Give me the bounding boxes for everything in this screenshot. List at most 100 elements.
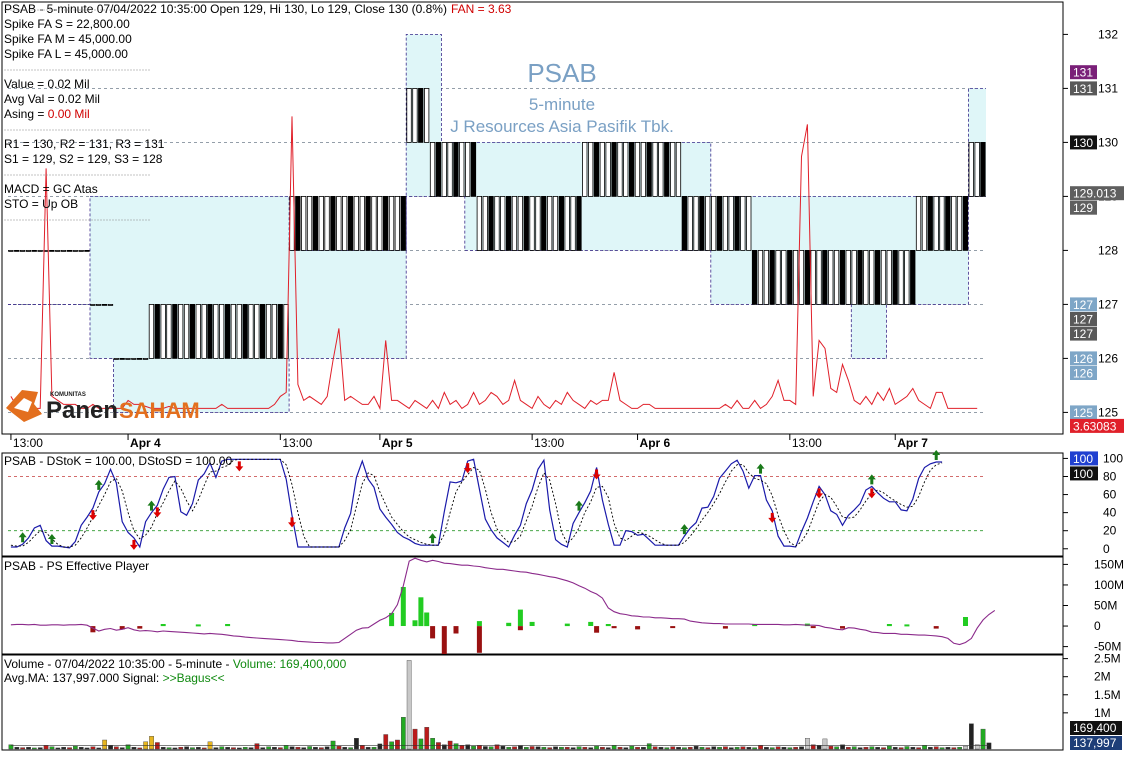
volume-bar — [160, 747, 166, 750]
price-candle — [318, 195, 324, 251]
price-candle — [716, 195, 723, 251]
sell-arrow-icon — [88, 510, 97, 521]
price-badge-bg — [1070, 135, 1097, 150]
price-candle — [757, 249, 764, 305]
leaf-icon — [6, 390, 42, 422]
price-candle — [254, 303, 260, 359]
buy-volume-bar — [476, 621, 482, 626]
sell-arrow-icon — [463, 463, 472, 474]
volume-bar — [406, 660, 412, 750]
price-candle — [699, 195, 705, 251]
volume-bar — [641, 747, 646, 750]
price-badge-bg — [1070, 65, 1097, 80]
volume-bar — [242, 747, 248, 750]
volume-bar — [465, 744, 471, 750]
price-candle — [974, 141, 980, 197]
volume-bar — [617, 747, 623, 750]
sell-volume-bar — [722, 626, 728, 629]
volume-bar — [453, 743, 459, 750]
volume-bar — [459, 745, 465, 750]
volume-bar — [190, 747, 195, 750]
volume-bar — [113, 746, 119, 750]
price-y-tick-label: 130 — [1098, 135, 1118, 149]
price-candle — [494, 195, 500, 251]
buy-volume-bar — [506, 622, 512, 627]
volume-bar — [336, 745, 342, 750]
volume-bar — [471, 745, 476, 750]
price-candle — [892, 249, 898, 305]
price-candle — [857, 249, 863, 305]
volume-bar — [195, 747, 201, 750]
price-y-tick-label: 132 — [1098, 27, 1118, 41]
volume-bar — [541, 747, 547, 750]
volume-bar — [225, 747, 231, 750]
buy-volume-bar — [904, 624, 910, 627]
price-candle — [242, 303, 248, 359]
volume-bar — [711, 746, 717, 750]
eff-y-tick-label: 50M — [1094, 599, 1117, 613]
price-candle — [588, 141, 594, 197]
volume-bar — [137, 747, 143, 750]
volume-bar — [986, 742, 992, 750]
volume-badge: 137,997 — [1073, 736, 1117, 750]
volume-bar — [424, 727, 430, 750]
volume-bar — [910, 747, 916, 750]
price-candle — [277, 303, 283, 359]
price-candle — [476, 195, 483, 251]
price-candle — [312, 195, 319, 251]
fan-line — [10, 116, 978, 411]
price-candle — [283, 303, 289, 359]
sell-volume-bar — [635, 626, 641, 630]
volume-bar — [43, 745, 49, 750]
price-candle — [915, 195, 922, 251]
price-candle — [488, 195, 494, 251]
price-candle — [828, 249, 834, 305]
price-candle — [236, 303, 242, 359]
price-candle — [787, 249, 793, 305]
volume-bar — [272, 747, 277, 750]
volume-bar — [881, 747, 886, 750]
volume-bar — [377, 743, 383, 750]
price-candle — [505, 195, 512, 251]
price-candle — [529, 195, 535, 251]
buy-arrow-icon — [94, 479, 103, 490]
price-candle — [8, 249, 14, 252]
cloud-upper-line — [8, 34, 986, 305]
watermark-company: J Resources Asia Pasifik Tbk. — [450, 117, 674, 136]
price-badge: 127 — [1073, 327, 1093, 341]
volume-bar — [922, 745, 927, 750]
price-candle — [535, 195, 541, 251]
buy-volume-bar — [160, 624, 166, 627]
vol-y-tick-label: 1.5M — [1094, 688, 1121, 702]
price-candle — [863, 249, 869, 305]
price-badge: 3.63083 — [1073, 419, 1117, 433]
volume-bar — [518, 745, 523, 750]
price-candle — [441, 141, 447, 197]
watermark-ticker: PSAB — [527, 58, 596, 88]
price-badge: 129 — [1073, 201, 1093, 215]
volume-bar — [278, 747, 283, 750]
volume-bar — [957, 747, 963, 750]
price-candle — [365, 195, 371, 251]
sell-volume-bar — [90, 626, 96, 633]
buy-arrow-icon — [867, 474, 876, 485]
buy-volume-bar — [389, 612, 395, 627]
volume-bar — [166, 747, 172, 750]
time-tick-label: Apr 5 — [382, 436, 413, 450]
price-badge-bg — [1070, 200, 1097, 215]
volume-bar — [125, 744, 131, 750]
stoch-y-tick-label: 100 — [1103, 451, 1123, 465]
price-candle — [101, 303, 108, 306]
price-candle — [189, 303, 196, 359]
sell-volume-bar — [810, 626, 816, 629]
volume-bar — [588, 747, 594, 750]
volume-bar — [201, 747, 207, 750]
logo-komunitas: KOMUNITAS — [50, 392, 86, 398]
info-line: Spike FA S = 22,800.00 — [4, 17, 130, 31]
price-badge: 131 — [1073, 82, 1093, 96]
volume-bar — [939, 747, 945, 750]
volume-bar — [184, 746, 190, 750]
volume-bar — [928, 747, 933, 750]
price-candle — [623, 141, 629, 197]
volume-bar — [945, 747, 951, 750]
